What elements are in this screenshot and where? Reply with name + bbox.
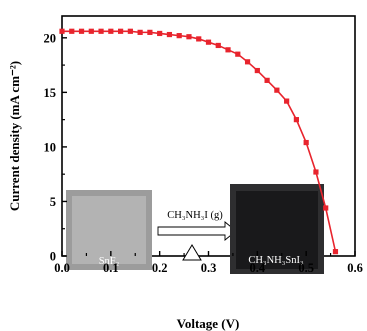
perovskite-film-inner — [236, 191, 318, 269]
series-marker — [157, 30, 163, 37]
x-tick-label: 0.5 — [298, 261, 314, 275]
y-tick-label: 20 — [44, 31, 57, 45]
series-marker — [108, 28, 114, 34]
series-marker — [284, 98, 290, 104]
series-marker — [118, 28, 124, 34]
series-marker — [88, 28, 94, 34]
x-tick-label: 0.0 — [54, 261, 70, 275]
series-marker — [303, 139, 309, 146]
inset-photo-group: SnF₂ CH₃NH₃I (g) CH₃NH₃SnI₃ — [66, 184, 324, 274]
series-marker — [323, 205, 329, 211]
series-marker — [215, 42, 221, 49]
snf2-film-inner — [72, 196, 146, 264]
reaction-arrow-label: CH₃NH₃I (g) — [167, 210, 223, 221]
series-marker — [78, 28, 85, 34]
series-marker — [254, 67, 260, 74]
series-marker — [127, 28, 133, 34]
reaction-arrow-icon — [157, 221, 237, 241]
series-marker — [147, 29, 153, 35]
series-marker — [313, 169, 319, 175]
y-tick-label: 10 — [44, 140, 57, 154]
y-tick-label: 5 — [50, 195, 56, 209]
series-marker — [205, 39, 212, 45]
x-tick-label: 0.6 — [347, 261, 363, 275]
y-axis-title: Current density (mA cm⁻²) — [7, 61, 22, 211]
axis-ticks: 0.0 0.1 0.2 0.3 0.4 0.5 0.6 0 5 10 15 20 — [44, 31, 363, 275]
series-marker — [264, 77, 270, 83]
series-marker — [225, 47, 231, 53]
series-marker — [293, 117, 299, 123]
series-marker — [176, 33, 182, 39]
series-marker — [166, 31, 173, 38]
series-marker — [186, 34, 192, 40]
series-marker — [98, 28, 104, 34]
x-tick-label: 0.1 — [103, 261, 119, 275]
series-marker — [332, 249, 339, 255]
series-marker — [235, 51, 241, 57]
x-tick-label: 0.3 — [201, 261, 217, 275]
series-marker — [196, 36, 202, 42]
heat-triangle-icon — [182, 244, 202, 261]
x-tick-label: 0.4 — [250, 261, 266, 275]
series-marker — [59, 28, 65, 34]
series-marker — [274, 87, 280, 93]
y-tick-label: 15 — [44, 86, 57, 100]
series-marker — [69, 28, 75, 34]
x-tick-label: 0.2 — [152, 261, 168, 275]
perovskite-film-label: CH₃NH₃SnI₃ — [248, 255, 304, 266]
series-layer — [59, 28, 339, 255]
series-marker — [244, 59, 251, 65]
y-tick-label: 0 — [50, 250, 56, 264]
series-marker — [137, 29, 143, 35]
snf2-film-label: SnF₂ — [99, 256, 120, 267]
x-axis-title: Voltage (V) — [177, 316, 240, 331]
